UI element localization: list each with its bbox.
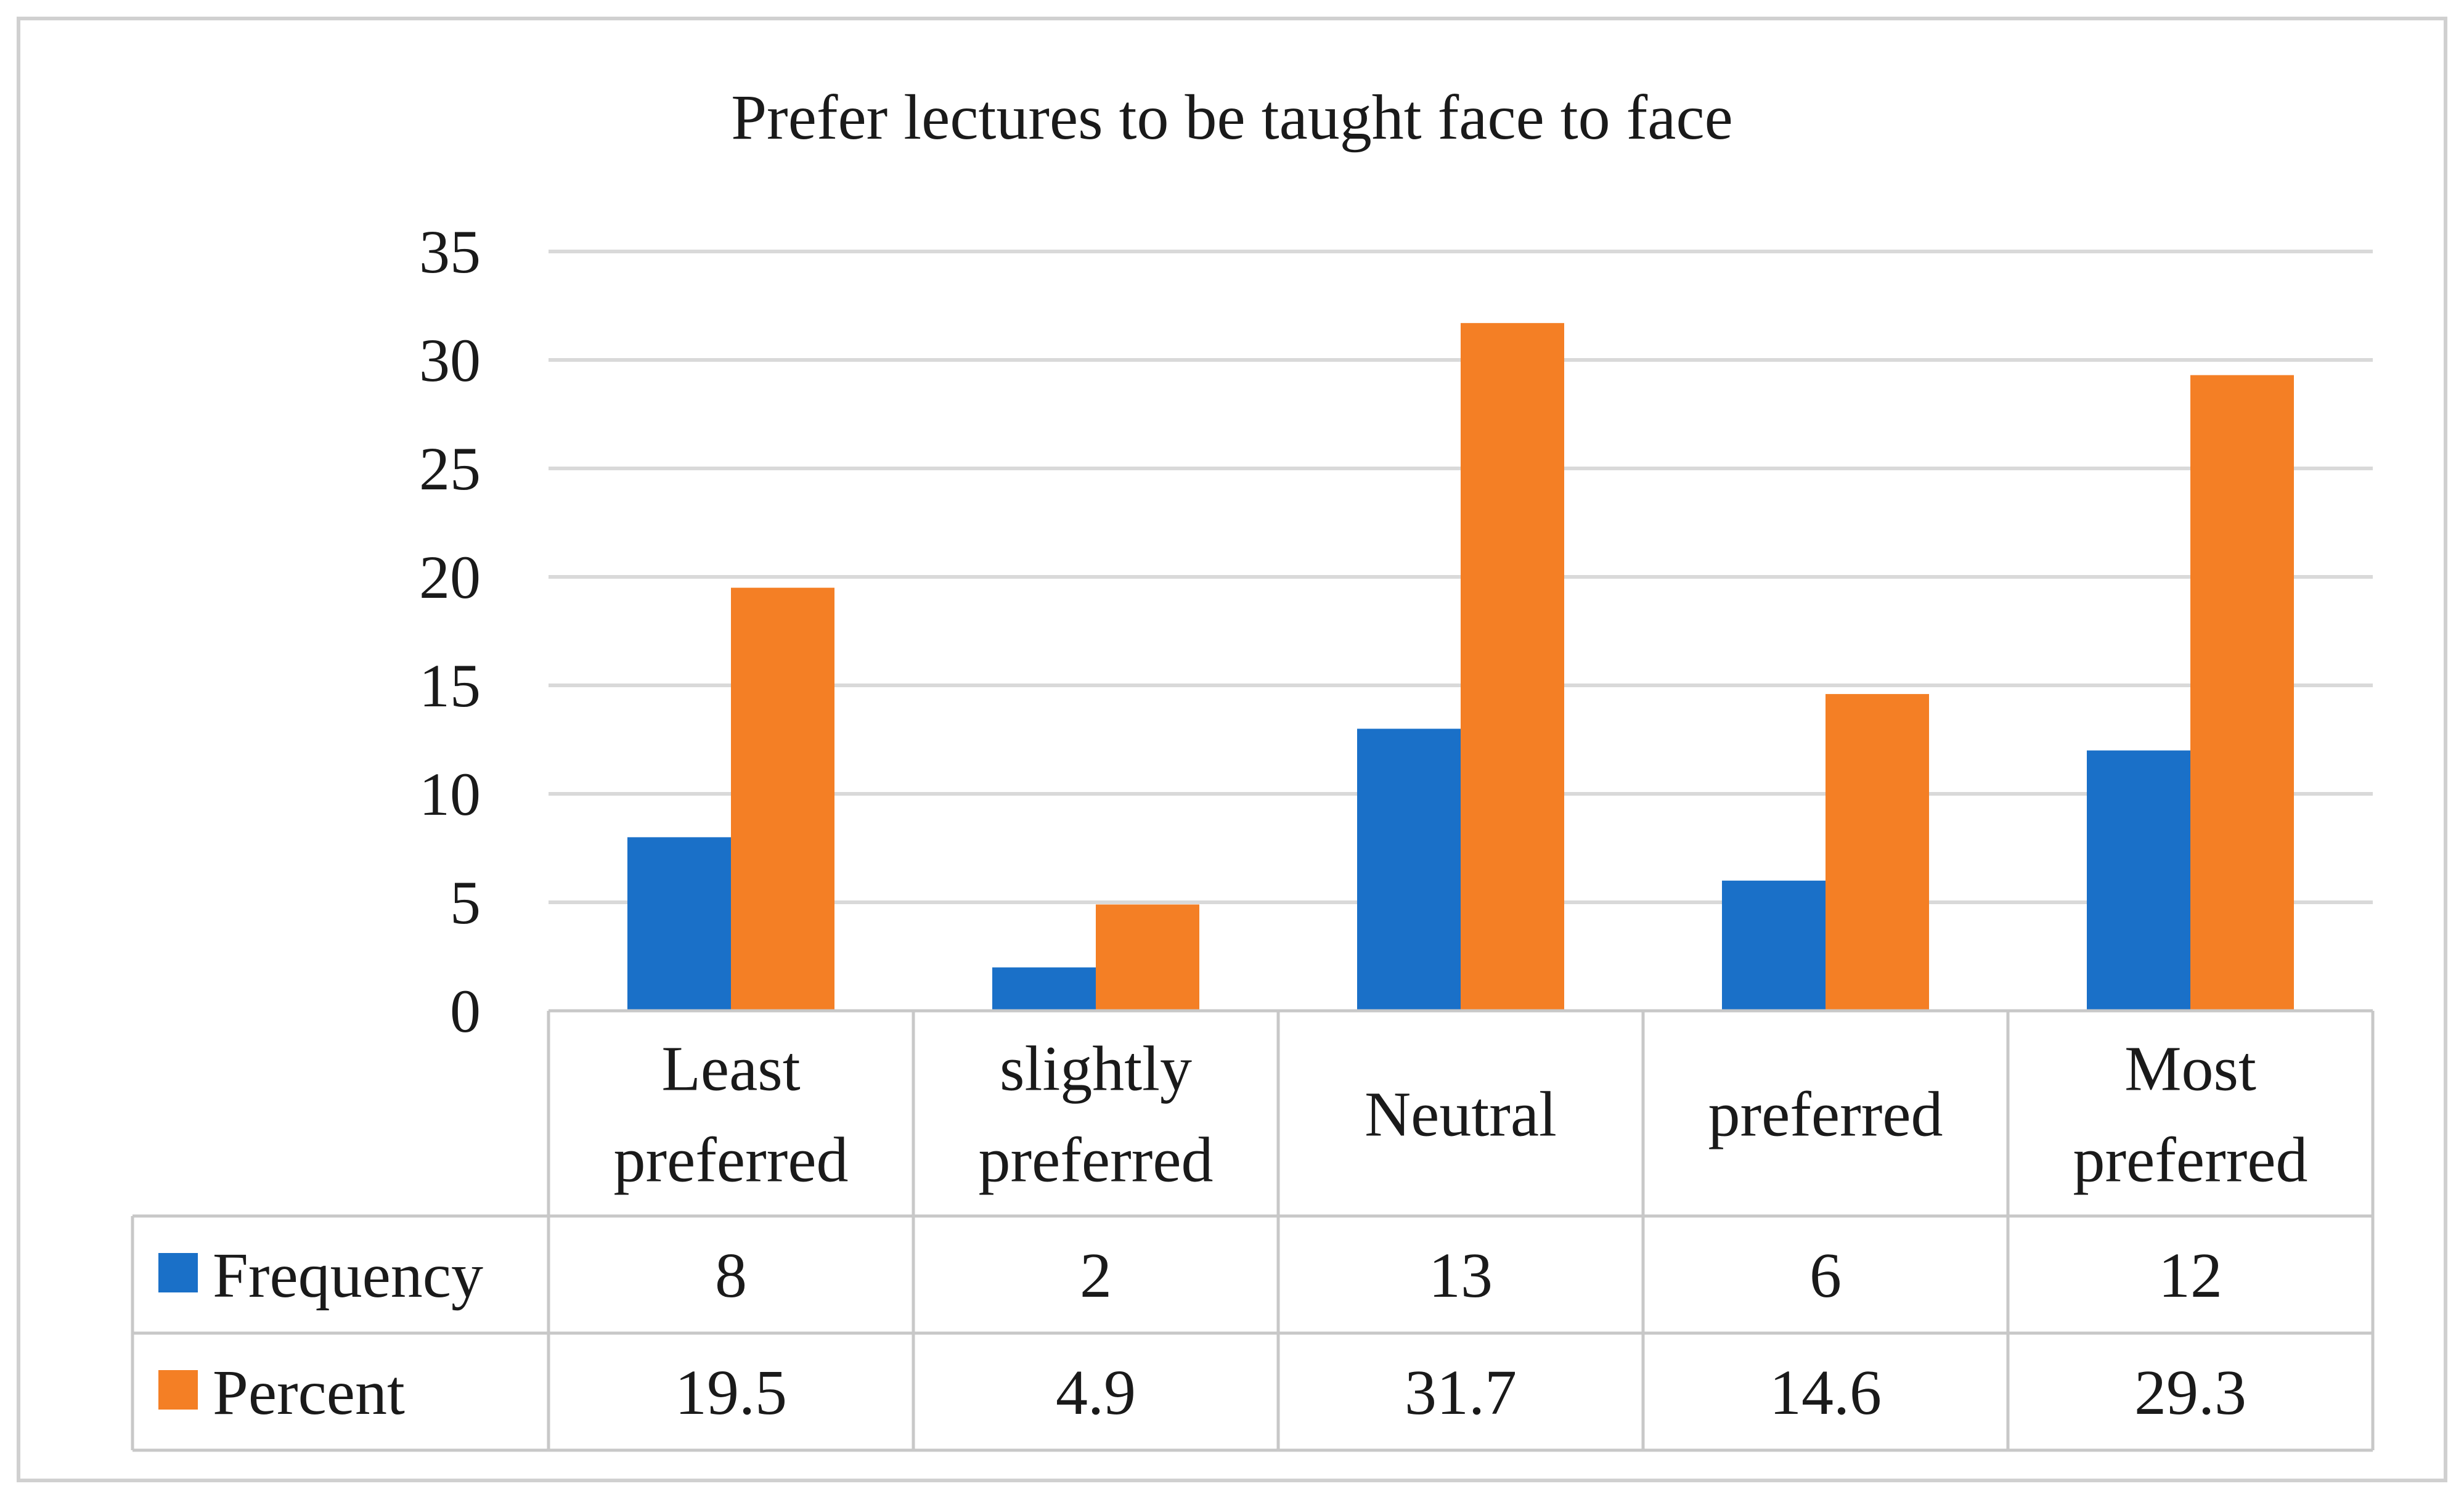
x-tick-label-most-preferred-line-1: Most [2124,1034,2256,1104]
y-tick-label-15: 15 [419,651,481,720]
y-tick-label-25: 25 [419,435,481,503]
legend-label-frequency: Frequency [213,1240,483,1311]
y-tick-label-10: 10 [419,760,481,828]
table-cell-percent-most-preferred: 29.3 [2134,1357,2246,1428]
y-tick-label-35: 35 [419,218,481,286]
table-cell-frequency-neutral: 13 [1429,1240,1493,1311]
y-tick-label-30: 30 [419,326,481,394]
x-tick-label-least-preferred-line-2: preferred [613,1125,848,1196]
table-cell-percent-preferred: 14.6 [1769,1357,1882,1428]
table-cell-percent-neutral: 31.7 [1405,1357,1517,1428]
bar-percent-least-preferred [731,587,834,1011]
data-table: Least preferred slightly preferred Neutral pr… [131,1009,2375,1452]
bars [627,323,2294,1011]
table-cell-frequency-preferred: 6 [1809,1240,1842,1311]
table-cell-frequency-slightly-preferred: 2 [1080,1240,1112,1311]
x-tick-label-preferred-line-1: preferred [1708,1079,1943,1150]
bar-frequency-least-preferred [627,837,731,1011]
bar-frequency-most-preferred [2087,750,2190,1011]
legend-swatch-percent [158,1370,198,1410]
y-tick-label-0: 0 [450,977,481,1045]
y-axis-tick-labels: 0 5 10 15 20 25 30 35 [419,218,481,1045]
y-tick-label-5: 5 [450,868,481,937]
x-tick-label-slightly-preferred-line-1: slightly [1000,1034,1192,1104]
legend-swatch-frequency [158,1253,198,1292]
bar-percent-most-preferred [2190,375,2294,1011]
x-tick-label-least-preferred-line-1: Least [661,1034,800,1104]
table-cell-frequency-most-preferred: 12 [2158,1240,2222,1311]
bar-frequency-preferred [1722,880,1826,1011]
bar-frequency-neutral [1357,729,1461,1011]
x-tick-label-neutral-line-1: Neutral [1365,1079,1557,1150]
table-cell-frequency-least-preferred: 8 [715,1240,747,1311]
y-tick-label-20: 20 [419,543,481,611]
bar-percent-slightly-preferred [1096,904,1199,1011]
table-cell-percent-slightly-preferred: 4.9 [1056,1357,1136,1428]
chart-title: Prefer lectures to be taught face to fac… [731,82,1733,153]
bar-frequency-slightly-preferred [992,967,1096,1011]
legend-label-percent: Percent [213,1357,405,1428]
bar-percent-preferred [1826,694,1929,1011]
x-tick-label-slightly-preferred-line-2: preferred [978,1125,1213,1196]
chart-frame [17,17,2447,1482]
table-cell-percent-least-preferred: 19.5 [675,1357,787,1428]
bar-percent-neutral [1461,323,1564,1011]
x-tick-label-most-preferred-line-2: preferred [2073,1125,2307,1196]
